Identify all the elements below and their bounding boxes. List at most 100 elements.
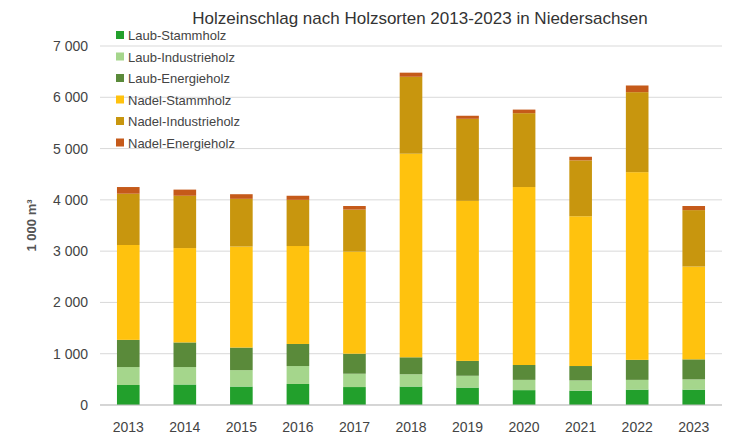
bar [569, 160, 592, 216]
bar [343, 252, 366, 354]
bar [400, 357, 423, 374]
legend-label: Laub-Stammholz [128, 28, 226, 43]
y-axis-label: 1 000 m³ [24, 199, 39, 252]
y-tick-label: 4 000 [53, 192, 88, 208]
bar [682, 359, 705, 379]
bar [456, 361, 479, 376]
legend-label: Nadel-Industrieholz [128, 114, 240, 129]
bar [569, 157, 592, 161]
bar [569, 366, 592, 380]
bar [287, 246, 310, 344]
bar [456, 116, 479, 119]
bar [230, 387, 253, 405]
bar [626, 380, 649, 390]
bar [174, 367, 197, 384]
y-tick-label: 6 000 [53, 89, 88, 105]
bar [400, 374, 423, 386]
legend-label: Laub-Energieholz [128, 71, 230, 86]
bar [287, 196, 310, 200]
bar [230, 247, 253, 348]
bar [117, 245, 140, 340]
title: Holzeinschlag nach Holzsorten 2013-2023 … [192, 9, 648, 28]
bar [117, 194, 140, 245]
bar [626, 92, 649, 172]
bar [343, 210, 366, 252]
bar [174, 196, 197, 248]
bar [174, 384, 197, 405]
x-tick-label: 2016 [282, 419, 313, 435]
x-axis [100, 405, 722, 406]
bar [456, 201, 479, 361]
bar [513, 390, 536, 405]
bar [287, 344, 310, 366]
legend-swatch [116, 53, 124, 61]
bar [626, 390, 649, 405]
bars [117, 73, 705, 405]
bar [626, 85, 649, 92]
bar [569, 380, 592, 390]
legend-swatch [116, 139, 124, 147]
x-tick-label: 2017 [339, 419, 370, 435]
legend: Laub-Stammholz Laub-Industrieholz Laub-Ene… [116, 28, 240, 151]
bar [230, 348, 253, 371]
bar [626, 360, 649, 380]
bar [682, 379, 705, 389]
bar [287, 366, 310, 384]
x-tick-label: 2020 [509, 419, 540, 435]
legend-swatch [116, 74, 124, 82]
grid-line [100, 46, 722, 47]
bar [230, 194, 253, 199]
bar [287, 200, 310, 246]
x-tick-label: 2015 [226, 419, 257, 435]
bar [287, 384, 310, 405]
bar [343, 354, 366, 374]
legend-label: Nadel-Stammholz [128, 93, 231, 108]
grid-line [100, 405, 722, 406]
bar [400, 73, 423, 77]
bar [682, 390, 705, 405]
bar [456, 388, 479, 405]
bar [174, 190, 197, 196]
x-tick-label: 2022 [622, 419, 653, 435]
bar [626, 172, 649, 360]
bar [174, 342, 197, 367]
x-tick-label: 2021 [565, 419, 596, 435]
x-tick-label: 2014 [169, 419, 200, 435]
legend-swatch [116, 31, 124, 39]
bar [117, 385, 140, 405]
bar [343, 206, 366, 210]
x-tick-label: 2018 [395, 419, 426, 435]
bar [230, 199, 253, 247]
bar [117, 340, 140, 367]
bar [400, 387, 423, 405]
x-tick-label: 2013 [113, 419, 144, 435]
y-tick-label: 7 000 [53, 38, 88, 54]
bar [230, 370, 253, 386]
bar [456, 376, 479, 388]
bar [400, 154, 423, 358]
bar [400, 77, 423, 154]
y-tick-label: 1 000 [53, 346, 88, 362]
bar [343, 374, 366, 387]
y-tick-label: 5 000 [53, 141, 88, 157]
bar [343, 387, 366, 405]
bar [682, 206, 705, 210]
bar [682, 267, 705, 360]
bar [456, 119, 479, 201]
bar [117, 187, 140, 194]
x-tick-label: 2019 [452, 419, 483, 435]
bar [569, 216, 592, 366]
legend-label: Laub-Industrieholz [128, 50, 235, 65]
x-tick-label: 2023 [678, 419, 709, 435]
bar [513, 113, 536, 187]
bar [117, 367, 140, 385]
bar [513, 187, 536, 365]
legend-label: Nadel-Energieholz [128, 136, 235, 151]
chart: Holzeinschlag nach Holzsorten 2013-2023 … [0, 0, 736, 439]
legend-swatch [116, 96, 124, 104]
y-tick-label: 2 000 [53, 294, 88, 310]
y-tick-label: 0 [80, 397, 88, 413]
bar [682, 210, 705, 266]
bar [569, 391, 592, 405]
legend-swatch [116, 117, 124, 125]
